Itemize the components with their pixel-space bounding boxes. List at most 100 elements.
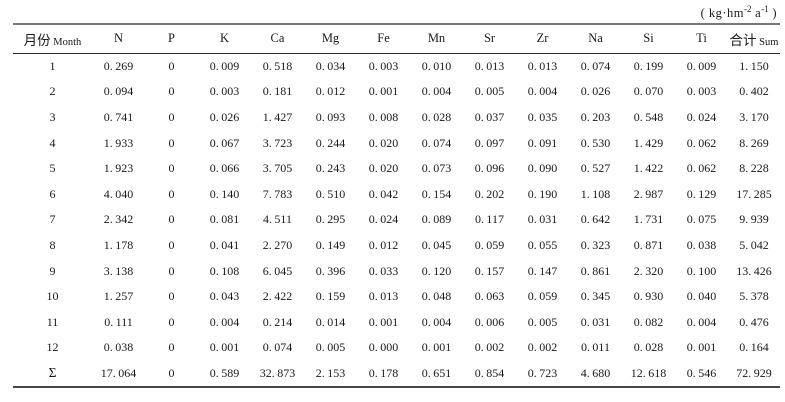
value-cell-ti: 0. 003 [686, 84, 717, 99]
column-header-n: N [113, 31, 124, 46]
value-cell-na: 0. 642 [580, 212, 611, 227]
value-cell-n: 0. 038 [103, 340, 134, 355]
value-cell-na: 0. 074 [580, 58, 611, 73]
value-cell-mn: 0. 004 [421, 84, 452, 99]
value-cell-na: 1. 108 [580, 186, 611, 201]
value-cell-mg: 0. 159 [315, 289, 346, 304]
column-header-na: Na [588, 31, 603, 46]
value-cell-si: 1. 422 [633, 161, 664, 176]
column-header-sum-en: Sum [756, 36, 779, 48]
value-cell-si: 0. 548 [633, 109, 664, 124]
month-cell: 10 [46, 289, 59, 304]
value-cell-k: 0. 004 [209, 314, 240, 329]
value-cell-ca: 6. 045 [262, 263, 293, 278]
total-label-cell: Σ [48, 365, 57, 381]
value-cell-k: 0. 081 [209, 212, 240, 227]
value-cell-si: 0. 082 [633, 314, 664, 329]
value-cell-sr: 0. 013 [474, 58, 505, 73]
sum-cell: 0. 164 [739, 340, 769, 355]
column-header-sum-cn: 合计 [729, 32, 757, 48]
value-cell-fe: 0. 042 [368, 186, 399, 201]
value-cell-na: 0. 203 [580, 109, 611, 124]
sum-cell: 3. 170 [739, 109, 769, 124]
table-body: 1 0. 269 0 0. 009 0. 518 0. 034 0. 003 0. 010 0.… [13, 53, 780, 387]
value-cell-ti: 0. 546 [686, 365, 717, 380]
value-cell-p: 0 [168, 109, 175, 124]
value-cell-n: 2. 342 [103, 212, 134, 227]
value-cell-ca: 0. 214 [262, 314, 293, 329]
value-cell-p: 0 [168, 135, 175, 150]
value-cell-fe: 0. 003 [368, 58, 399, 73]
value-cell-sr: 0. 006 [474, 314, 505, 329]
sum-cell: 1. 150 [739, 58, 769, 73]
value-cell-n: 1. 923 [103, 161, 134, 176]
value-cell-mn: 0. 001 [421, 340, 452, 355]
value-cell-si: 1. 429 [633, 135, 664, 150]
value-cell-zr: 0. 013 [527, 58, 558, 73]
column-header-mg: Mg [321, 31, 340, 46]
value-cell-k: 0. 001 [209, 340, 240, 355]
value-cell-na: 0. 323 [580, 237, 611, 252]
value-cell-p: 0 [168, 314, 175, 329]
column-header-ti: Ti [696, 31, 707, 46]
sum-cell: 5. 042 [739, 237, 769, 252]
sum-cell: 5. 378 [739, 289, 769, 304]
month-cell: 1 [49, 58, 56, 73]
unit-open: ( kg·hm [700, 6, 745, 21]
value-cell-mn: 0. 048 [421, 289, 452, 304]
month-cell: 2 [49, 84, 56, 99]
value-cell-fe: 0. 013 [368, 289, 399, 304]
sum-cell: 0. 402 [739, 84, 769, 99]
value-cell-n: 0. 111 [104, 314, 133, 329]
value-cell-n: 0. 269 [103, 58, 134, 73]
table-row-month-7: 7 2. 342 0 0. 081 4. 511 0. 295 0. 024 0. 089 0.… [13, 207, 780, 233]
sum-cell: 17. 285 [736, 186, 772, 201]
value-cell-ti: 0. 024 [686, 109, 717, 124]
value-cell-ti: 0. 040 [686, 289, 717, 304]
sum-cell: 9. 939 [739, 212, 769, 227]
sum-cell: 0. 476 [739, 314, 769, 329]
value-cell-n: 3. 138 [103, 263, 134, 278]
table-row-month-11: 11 0. 111 0 0. 004 0. 214 0. 014 0. 001 0. 004 0… [13, 309, 780, 335]
month-cell: 4 [49, 135, 56, 150]
value-cell-mn: 0. 120 [421, 263, 452, 278]
value-cell-sr: 0. 157 [474, 263, 505, 278]
value-cell-sr: 0. 202 [474, 186, 505, 201]
value-cell-n: 1. 257 [103, 289, 134, 304]
value-cell-ca: 0. 074 [262, 340, 293, 355]
value-cell-mg: 0. 396 [315, 263, 346, 278]
value-cell-ti: 0. 100 [686, 263, 717, 278]
table-row-month-10: 10 1. 257 0 0. 043 2. 422 0. 159 0. 013 0. 048 0… [13, 284, 780, 310]
value-cell-ti: 0. 129 [686, 186, 717, 201]
value-cell-p: 0 [168, 212, 175, 227]
sum-cell: 8. 228 [739, 161, 769, 176]
value-cell-ti: 0. 075 [686, 212, 717, 227]
value-cell-zr: 0. 055 [527, 237, 558, 252]
value-cell-zr: 0. 091 [527, 135, 558, 150]
value-cell-si: 2. 987 [633, 186, 664, 201]
value-cell-zr: 0. 090 [527, 161, 558, 176]
value-cell-n: 4. 040 [103, 186, 134, 201]
value-cell-mg: 0. 012 [315, 84, 346, 99]
value-cell-na: 0. 530 [580, 135, 611, 150]
value-cell-k: 0. 067 [209, 135, 240, 150]
value-cell-zr: 0. 004 [527, 84, 558, 99]
value-cell-sr: 0. 063 [474, 289, 505, 304]
value-cell-fe: 0. 000 [368, 340, 399, 355]
value-cell-mn: 0. 089 [421, 212, 452, 227]
table-row-month-5: 5 1. 923 0 0. 066 3. 705 0. 243 0. 020 0. 073 0.… [13, 156, 780, 182]
sum-cell: 13. 426 [736, 263, 772, 278]
value-cell-ti: 0. 009 [686, 58, 717, 73]
value-cell-p: 0 [168, 365, 175, 380]
value-cell-fe: 0. 020 [368, 161, 399, 176]
value-cell-ca: 0. 181 [262, 84, 293, 99]
value-cell-p: 0 [168, 263, 175, 278]
value-cell-mn: 0. 073 [421, 161, 452, 176]
value-cell-p: 0 [168, 58, 175, 73]
table-row-month-12: 12 0. 038 0 0. 001 0. 074 0. 005 0. 000 0. 001 0… [13, 335, 780, 361]
value-cell-mg: 0. 093 [315, 109, 346, 124]
table-row-month-6: 6 4. 040 0 0. 140 7. 783 0. 510 0. 042 0. 154 0.… [13, 181, 780, 207]
month-cell: 6 [49, 186, 56, 201]
value-cell-n: 1. 178 [103, 237, 134, 252]
unit-label: ( kg·hm-2 a-1 ) [0, 0, 785, 22]
